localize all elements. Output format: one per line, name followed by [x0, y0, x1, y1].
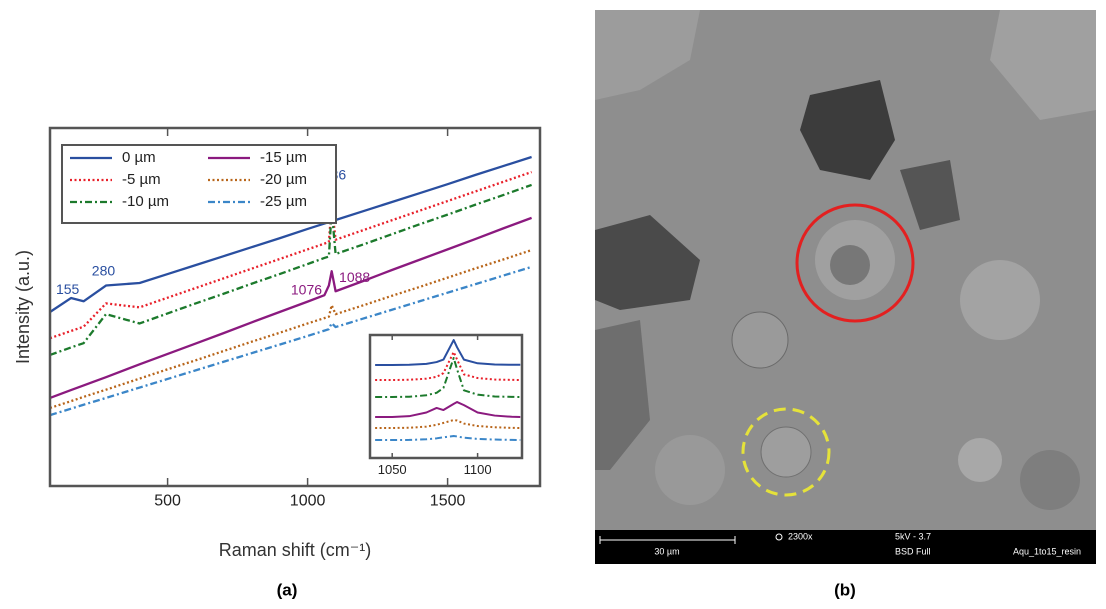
legend-label: -25 µm — [260, 193, 307, 210]
panel-label: (a) — [277, 580, 298, 599]
legend-label: 0 µm — [122, 149, 156, 166]
annotation: 280 — [92, 263, 116, 279]
series-line — [375, 401, 521, 419]
highlight-circle — [795, 203, 915, 323]
detector: BSD Full — [895, 546, 931, 556]
texture — [595, 320, 650, 470]
annotation: 1076 — [291, 282, 322, 298]
x-tick-label: 500 — [154, 492, 181, 509]
grain-core — [830, 245, 870, 285]
grain — [731, 311, 789, 369]
series-line — [49, 248, 532, 410]
grain — [655, 435, 725, 505]
legend-label: -15 µm — [260, 149, 307, 166]
micrograph: 30 µm 2300x 5kV - 3.7 BSD Full Aqu_1to15… — [595, 10, 1096, 564]
info-bar — [595, 530, 1096, 564]
x-tick-label: 1100 — [464, 462, 492, 477]
series-line — [375, 434, 521, 442]
series-line — [49, 183, 532, 357]
series-line — [49, 216, 532, 400]
panel-label: (b) — [834, 580, 856, 599]
annotation: 1088 — [339, 269, 370, 285]
legend-label: -10 µm — [122, 193, 169, 210]
legend-label: -5 µm — [122, 171, 161, 188]
series-line — [375, 339, 521, 367]
dark-pore — [800, 80, 895, 180]
sample-name: Aqu_1to15_resin — [1013, 546, 1081, 556]
x-tick-label: 1500 — [430, 492, 466, 509]
grain — [958, 438, 1002, 482]
series-line — [375, 350, 521, 382]
x-tick-label: 1000 — [290, 492, 326, 509]
grain — [960, 260, 1040, 340]
texture — [990, 10, 1096, 120]
texture — [595, 10, 700, 100]
dark-pore — [900, 160, 960, 230]
magnifier-icon — [775, 533, 783, 541]
plot-frame — [368, 333, 524, 460]
legend-label: -20 µm — [260, 171, 307, 188]
x-axis-label: Raman shift (cm⁻¹) — [219, 540, 372, 560]
annotation: 155 — [56, 281, 80, 297]
series-line — [49, 265, 532, 417]
plot-frame — [48, 126, 542, 488]
magnification: 2300x — [788, 531, 813, 541]
grain — [1020, 450, 1080, 510]
x-tick-label: 1050 — [378, 462, 407, 477]
legend: 0 µm -5 µm -10 µm -15 µm -20 µm -25 µm — [61, 144, 337, 224]
series-line — [375, 357, 521, 398]
series-line — [49, 155, 532, 313]
y-axis-label: Intensity (a.u.) — [13, 250, 33, 364]
scale-label: 30 µm — [654, 546, 679, 556]
voltage: 5kV - 3.7 — [895, 531, 931, 541]
dark-pore — [595, 215, 700, 310]
grain — [760, 426, 812, 478]
highlight-circle — [741, 407, 831, 497]
series-line — [49, 170, 532, 340]
